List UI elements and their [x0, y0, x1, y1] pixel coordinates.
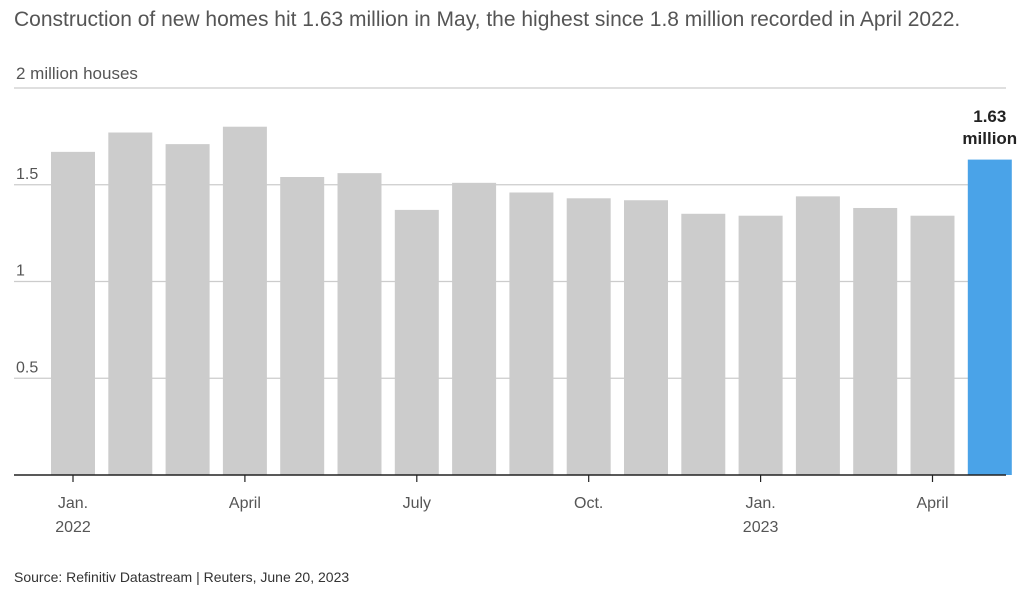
x-tick-label: Jan.	[745, 495, 775, 512]
bar: April 2022: 1.8	[222, 126, 267, 475]
bar: Jan. 2022: 1.67	[51, 151, 95, 476]
x-tick-year-label: 2023	[743, 519, 779, 536]
x-tick-label: Jan.	[58, 495, 88, 512]
bar: Mar. 2023: 1.38	[853, 207, 898, 475]
bar: Aug. 2022: 1.51	[452, 182, 497, 475]
x-tick-label: Oct.	[574, 495, 603, 512]
chart-subtitle: Construction of new homes hit 1.63 milli…	[14, 8, 961, 31]
bar: May 2022: 1.54	[280, 177, 325, 475]
y-tick-label: 1.5	[16, 166, 38, 183]
x-tick-labels: Jan. 2022 April July Oct. Jan. 2023 April	[55, 475, 949, 536]
bar: July 2022: 1.37	[394, 209, 439, 475]
y-tick-label: 1	[16, 263, 25, 280]
bar: Feb. 2023: 1.44	[795, 196, 840, 476]
bar: April 2023: 1.34	[910, 215, 955, 475]
x-tick-label: July	[403, 495, 431, 512]
annotation-unit: million	[962, 129, 1017, 148]
bar-chart: Jan. 2022: 1.67 Feb. 2022: 1.77 Mar. 2022:…	[14, 87, 1017, 536]
y-axis-units-label: 2 million houses	[16, 64, 138, 83]
bar: June 2022: 1.56	[337, 173, 382, 475]
bar: Jan. 2023: 1.34	[738, 215, 783, 475]
y-tick-label: 0.5	[16, 359, 38, 376]
x-tick-label: April	[916, 495, 948, 512]
bar: Dec. 2022: 1.35	[681, 213, 726, 475]
bar: Oct. 2022: 1.43	[566, 198, 611, 476]
bars: Jan. 2022: 1.67 Feb. 2022: 1.77 Mar. 2022:…	[51, 126, 1012, 476]
bar: Sept. 2022: 1.46	[509, 192, 554, 476]
x-tick-label: April	[229, 495, 261, 512]
y-tick-labels: 0.5 1 1.5	[16, 166, 38, 377]
source-note: Source: Refinitiv Datastream | Reuters, …	[14, 569, 350, 585]
bar: Nov. 2022: 1.42	[624, 200, 668, 476]
bar: Feb. 2022: 1.77	[108, 132, 153, 475]
x-tick-year-label: 2022	[55, 519, 91, 536]
bar-highlight: May 2023: 1.63	[967, 159, 1012, 475]
annotation-value: 1.63	[973, 107, 1006, 126]
annotation: 1.63 million	[962, 107, 1017, 148]
bar: Mar. 2022: 1.71	[165, 144, 210, 476]
